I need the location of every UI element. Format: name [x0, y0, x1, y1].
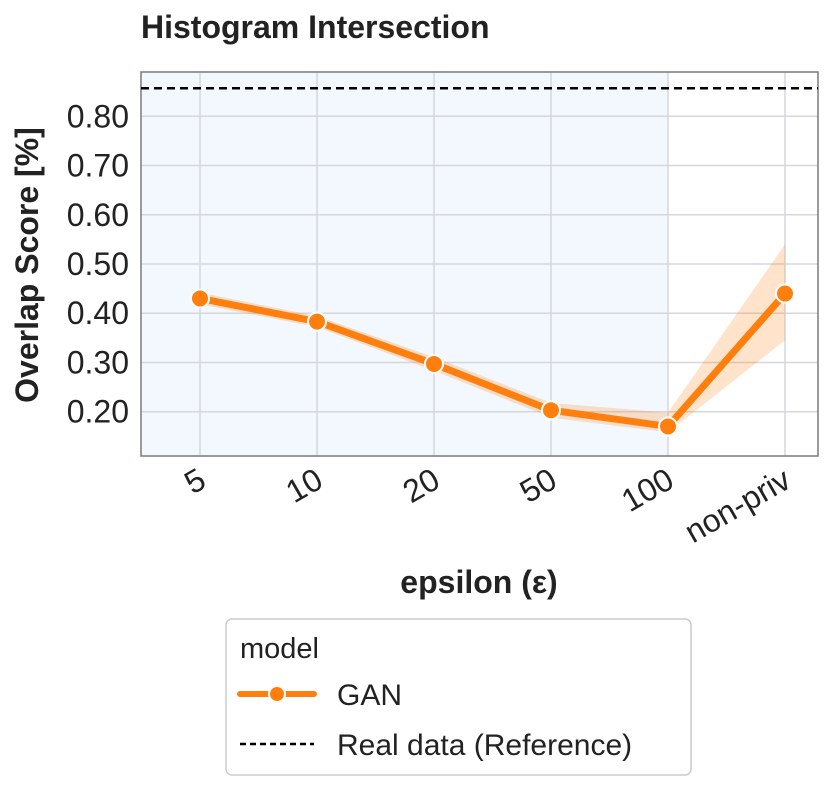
- y-tick-label: 0.70: [67, 148, 129, 184]
- x-axis-label: epsilon (ε): [400, 564, 557, 600]
- gan-point: [307, 311, 327, 332]
- y-tick-label: 0.60: [67, 197, 129, 233]
- legend: model GAN Real data (Reference): [225, 618, 692, 776]
- y-tick-label: 0.20: [67, 394, 129, 430]
- x-tick-label: non-priv: [678, 461, 796, 550]
- chart-title: Histogram Intersection: [141, 9, 490, 45]
- legend-reference-label: Real data (Reference): [337, 729, 632, 762]
- x-tick-label: 50: [514, 461, 563, 510]
- gan-point: [775, 283, 795, 304]
- gan-line: [196, 290, 789, 430]
- plot-area: 0.20 0.30 0.40 0.50 0.60 0.70 0.80 5 10 20 50 100no…: [67, 71, 819, 550]
- x-tick-label: 100: [615, 461, 679, 519]
- legend-gan-marker: [268, 685, 286, 703]
- y-tick-label: 0.30: [67, 344, 129, 380]
- gan-point: [541, 400, 561, 421]
- y-tick-label: 0.80: [67, 98, 129, 134]
- legend-gan-label: GAN: [337, 679, 402, 712]
- x-tick-label: 5: [178, 461, 211, 501]
- x-tick-label: 10: [280, 461, 329, 510]
- y-axis-label: Overlap Score [%]: [9, 127, 45, 403]
- y-tick-label: 0.50: [67, 246, 129, 282]
- plot-frame: [140, 71, 819, 457]
- gan-point: [658, 416, 678, 437]
- y-tick-label: 0.40: [67, 295, 129, 331]
- gan-point: [190, 288, 210, 309]
- gan-point: [424, 353, 444, 374]
- x-tick-label: 20: [397, 461, 446, 510]
- legend-title: model: [240, 633, 319, 665]
- legend-box: [225, 618, 692, 776]
